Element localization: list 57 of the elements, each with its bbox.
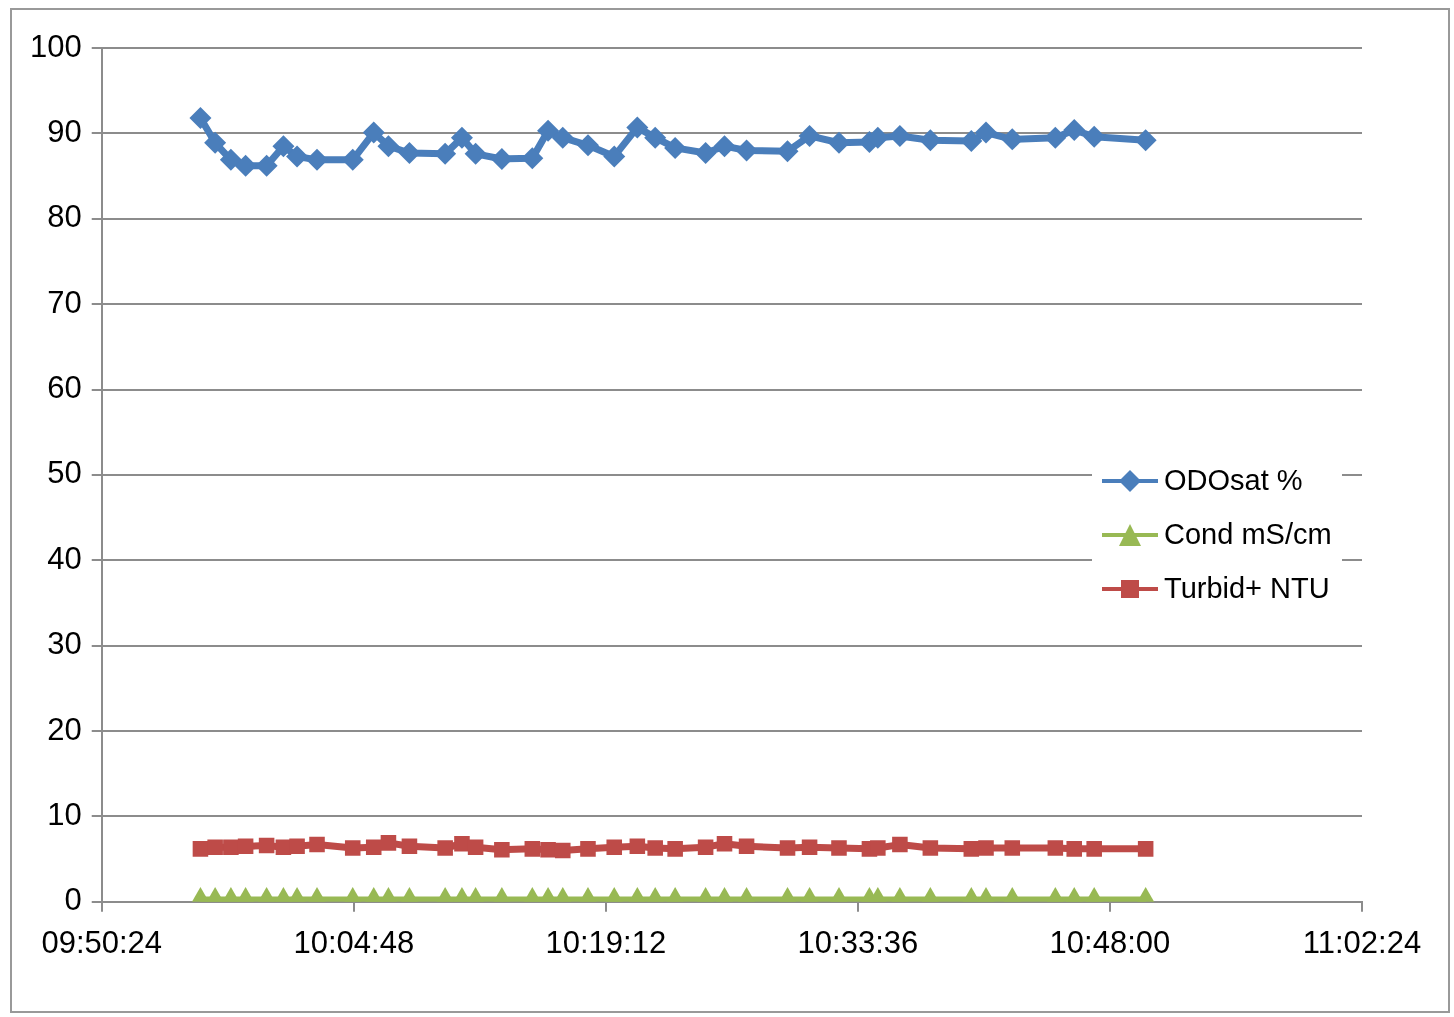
point — [1134, 129, 1157, 152]
y-tick-label: 30 — [47, 626, 82, 662]
point — [735, 139, 758, 162]
point — [888, 124, 911, 147]
x-tick-label: 09:50:24 — [41, 924, 163, 960]
point — [798, 124, 821, 147]
point — [490, 147, 513, 170]
y-tick-label: 20 — [47, 711, 82, 747]
point — [219, 148, 242, 171]
point — [234, 154, 257, 177]
point — [626, 116, 649, 139]
x-tick-label: 10:48:00 — [1049, 924, 1171, 960]
point — [1044, 126, 1067, 149]
y-tick-label: 40 — [47, 540, 82, 576]
point — [1001, 128, 1024, 151]
point — [377, 135, 400, 158]
point — [1063, 118, 1086, 141]
point — [450, 126, 473, 149]
point — [286, 145, 309, 168]
point — [537, 119, 560, 142]
y-tick-label: 70 — [47, 284, 82, 320]
y-tick-label: 60 — [47, 370, 82, 406]
point — [975, 121, 998, 144]
point — [713, 135, 736, 158]
point — [341, 148, 364, 171]
point — [694, 142, 717, 165]
x-tick-label: 10:04:48 — [293, 924, 415, 960]
y-tick-label: 100 — [29, 28, 82, 64]
point — [644, 126, 667, 149]
x-tick-label: 11:02:24 — [1302, 924, 1422, 960]
y-tick-label: 50 — [47, 455, 82, 491]
point — [551, 126, 574, 149]
x-tick-label: 10:33:36 — [797, 924, 919, 960]
point — [464, 142, 487, 165]
point — [255, 154, 278, 177]
y-tick-label: 0 — [64, 882, 82, 918]
legend-label: Cond mS/cm — [1164, 518, 1332, 552]
y-tick-label: 90 — [47, 113, 82, 149]
point — [362, 121, 385, 144]
point — [1083, 125, 1106, 148]
point — [664, 136, 687, 159]
point — [827, 131, 850, 154]
point — [398, 142, 421, 165]
x-tick-label: 10:19:12 — [545, 924, 667, 960]
point — [521, 147, 544, 170]
point — [960, 130, 983, 153]
legend-label: Turbid+ NTU — [1164, 572, 1330, 606]
point — [189, 107, 212, 130]
point — [204, 131, 227, 154]
legend-label: ODOsat % — [1164, 464, 1303, 498]
point — [434, 142, 457, 165]
point — [603, 145, 626, 168]
y-tick-label: 10 — [47, 796, 82, 832]
point — [272, 135, 295, 158]
point — [576, 134, 599, 157]
point — [776, 140, 799, 163]
y-tick-label: 80 — [47, 199, 82, 235]
